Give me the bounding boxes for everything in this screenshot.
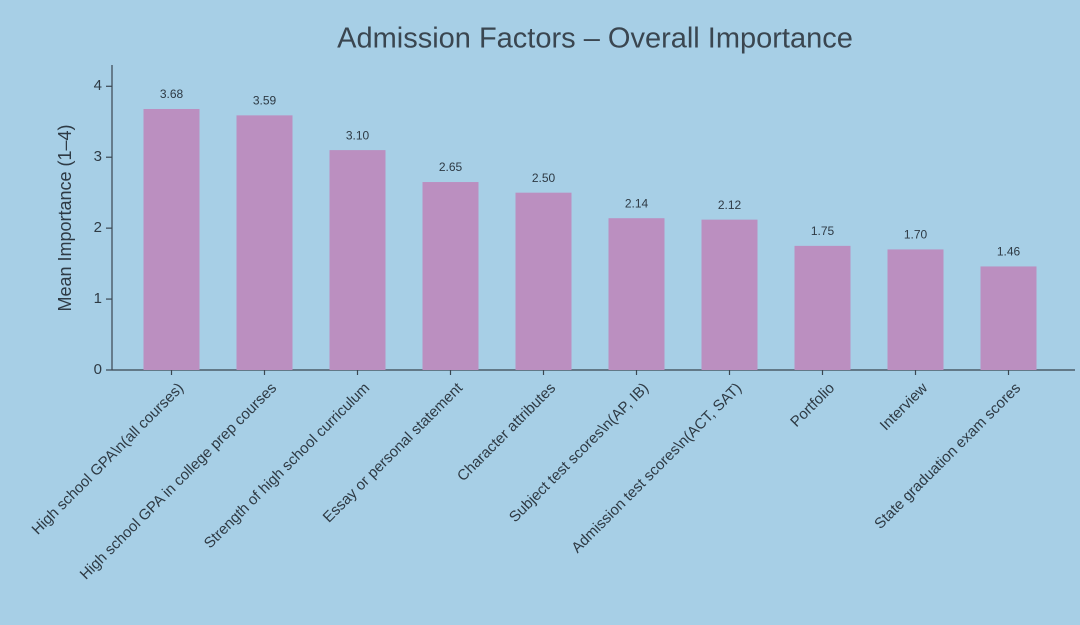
value-label: 2.50 <box>532 171 556 185</box>
bar <box>794 245 851 370</box>
value-label: 2.14 <box>625 196 649 210</box>
value-label: 2.12 <box>718 198 742 212</box>
bar <box>980 266 1037 370</box>
value-label: 2.65 <box>439 160 463 174</box>
bar <box>329 150 386 370</box>
bar <box>143 108 200 370</box>
chart-title: Admission Factors – Overall Importance <box>337 23 853 55</box>
y-tick-label: 3 <box>94 148 102 165</box>
value-label: 3.10 <box>346 128 370 142</box>
bar <box>701 219 758 370</box>
value-label: 1.70 <box>904 228 928 242</box>
y-tick-label: 1 <box>94 290 102 307</box>
bar <box>515 192 572 370</box>
y-tick-label: 2 <box>94 219 102 236</box>
bar <box>887 249 944 370</box>
value-label: 3.59 <box>253 94 277 108</box>
y-tick-label: 0 <box>94 361 102 378</box>
value-label: 3.68 <box>160 87 184 101</box>
bar <box>236 115 293 370</box>
value-label: 1.46 <box>997 245 1021 259</box>
y-tick-label: 4 <box>94 77 102 94</box>
value-label: 1.75 <box>811 224 835 238</box>
bar <box>422 182 479 370</box>
y-axis-label: Mean Importance (1–4) <box>55 124 75 311</box>
bar <box>608 218 665 370</box>
